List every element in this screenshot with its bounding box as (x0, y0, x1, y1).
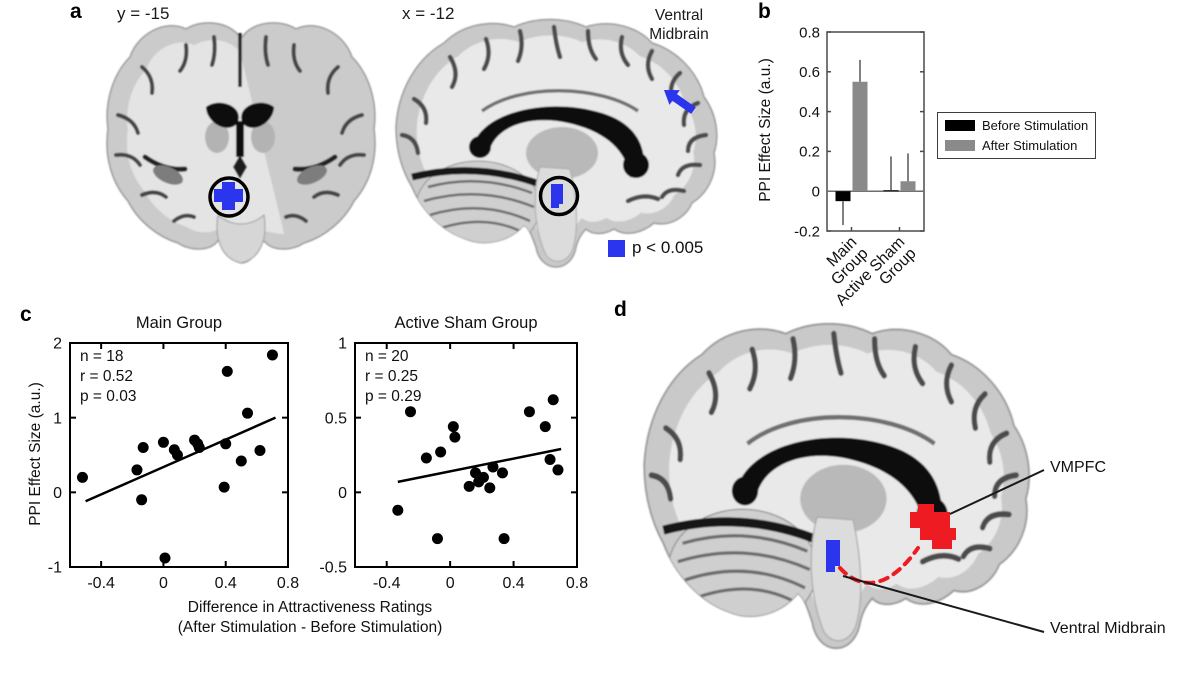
scatter-main-title: Main Group (135, 314, 223, 332)
threshold-label: p < 0.005 (632, 238, 704, 257)
panel-letter-c: c (20, 303, 32, 326)
scatter-main-stats: n = 18 r = 0.52 p = 0.03 (80, 348, 137, 405)
svg-text:0.4: 0.4 (799, 104, 820, 121)
scatter-sham-title: Active Sham Group (394, 314, 538, 332)
ventral-midbrain-label: Ventral Midbrain (649, 7, 709, 44)
coronal-brain (106, 22, 376, 264)
brainstem (216, 214, 266, 264)
vmpfc-cluster (910, 504, 956, 549)
bar-chart-legend: Before Stimulation After Stimulation (937, 112, 1097, 159)
svg-text:2: 2 (53, 336, 62, 353)
svg-text:0: 0 (446, 575, 455, 592)
svg-text:0: 0 (812, 183, 820, 200)
coronal-cluster (214, 182, 243, 210)
coronal-slice-label: y = -15 (117, 4, 170, 23)
coronal-annotation-circle (208, 176, 250, 218)
vmpfc-label: VMPFC (1050, 459, 1106, 476)
svg-text:-0.5: -0.5 (319, 560, 347, 577)
sulci (114, 35, 366, 223)
scatter-sham-group: -0.4 0 0.4 0.8 -0.5 0 0.5 1 (319, 336, 588, 592)
midbrain-cluster (826, 540, 840, 572)
sagittal-annotation-circle (538, 175, 580, 217)
vmpfc-leader-line (949, 469, 1045, 515)
panel-letter-a: a (70, 0, 82, 23)
sagittal-cluster (551, 184, 563, 208)
svg-text:0.8: 0.8 (566, 575, 588, 592)
scatter-sham-stats: n = 20 r = 0.25 p = 0.29 (365, 348, 422, 405)
midbrain-leader-line (842, 575, 1045, 633)
svg-text:0.6: 0.6 (799, 64, 820, 81)
svg-text:0: 0 (159, 575, 168, 592)
svg-text:0.5: 0.5 (325, 410, 347, 427)
sagittal-slice-label: x = -12 (402, 4, 455, 23)
midbrain-arrow-icon (664, 90, 696, 114)
svg-text:0.8: 0.8 (799, 24, 820, 41)
svg-text:-0.4: -0.4 (373, 575, 401, 592)
ventricles (206, 102, 274, 179)
before-swatch (945, 120, 975, 131)
threshold-legend: p < 0.005 (608, 238, 703, 258)
svg-text:0.4: 0.4 (215, 575, 237, 592)
vmpfc-midbrain-connection (838, 546, 920, 585)
bar-chart-ylabel: PPI Effect Size (a.u.) (757, 58, 774, 202)
svg-text:0.4: 0.4 (502, 575, 524, 592)
legend-entry-before: Before Stimulation (945, 118, 1088, 133)
after-swatch (945, 140, 975, 151)
svg-text:1: 1 (338, 336, 347, 353)
scatter-main-group: -0.4 0 0.4 0.8 -1 0 1 2 (48, 336, 299, 592)
threshold-swatch (608, 239, 625, 257)
panel-letter-d: d (614, 298, 627, 321)
svg-text:0: 0 (338, 485, 347, 502)
svg-text:0.2: 0.2 (799, 144, 820, 161)
legend-entry-after: After Stimulation (945, 138, 1088, 153)
svg-text:-0.4: -0.4 (87, 575, 115, 592)
scatter-ylabel: PPI Effect Size (a.u.) (27, 382, 44, 526)
svg-text:0: 0 (53, 485, 62, 502)
svg-text:-1: -1 (48, 560, 62, 577)
panel-letter-b: b (758, 0, 771, 23)
ventral-midbrain-annotation-label: Ventral Midbrain (1050, 620, 1166, 637)
scatter-xlabel: Difference in Attractiveness Ratings (Af… (177, 599, 443, 637)
svg-text:0.8: 0.8 (277, 575, 299, 592)
svg-text:-0.2: -0.2 (794, 223, 820, 240)
svg-text:1: 1 (53, 410, 62, 427)
